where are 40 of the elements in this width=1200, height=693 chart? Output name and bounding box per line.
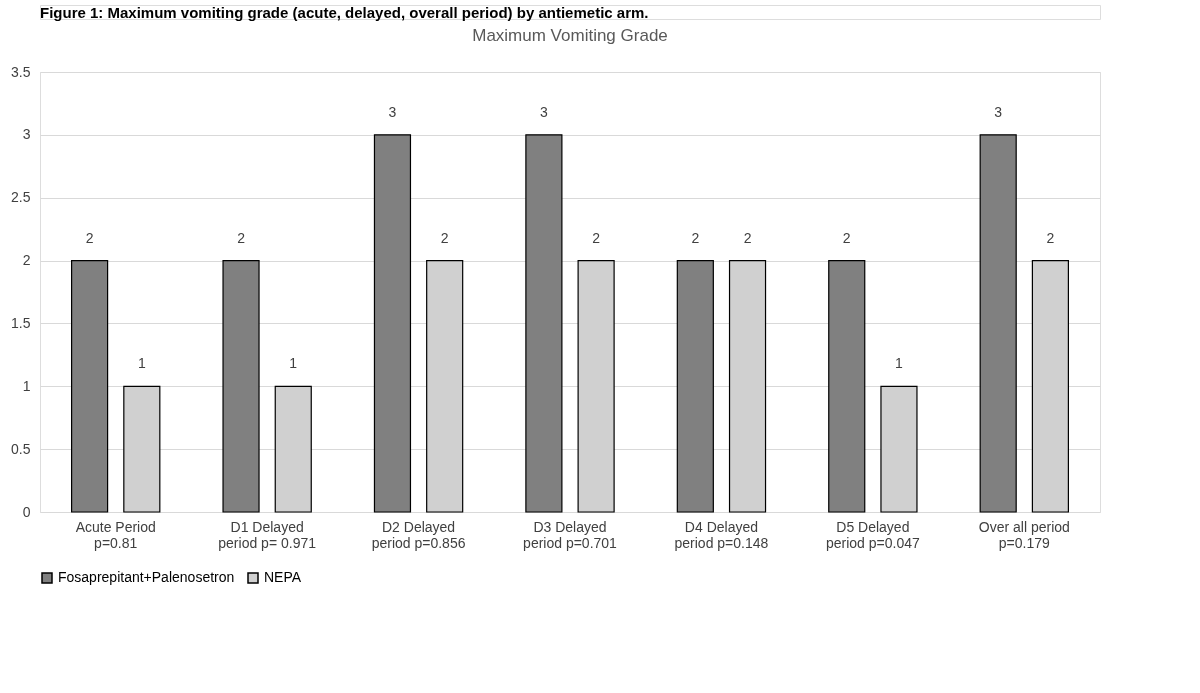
y-tick-label: 0 [22,503,31,520]
x-tick-label: D1 Delayed period p= 0.971 [218,518,317,551]
data-label: 1 [895,355,904,372]
legend-label: Fosaprepitant+Palenosetron [58,569,235,585]
x-tick-label: D5 Delayed period p=0.047 [825,518,920,551]
data-label: 2 [842,229,851,246]
data-label: 2 [440,229,449,246]
bar [222,259,260,513]
x-tick-label: Acute Period p=0.81 [75,518,156,551]
bar [828,259,866,513]
y-tick-label: 0.5 [11,440,31,457]
data-label: 1 [289,355,298,372]
data-label: 2 [691,229,700,246]
y-tick-label: 1.5 [11,314,31,331]
y-tick-label: 3.5 [11,63,31,80]
y-tick-label: 2 [22,252,31,269]
data-label: 2 [1046,229,1055,246]
bar [525,134,563,513]
bar [71,259,109,513]
bar [373,134,412,513]
bar [979,134,1017,513]
data-label: 1 [137,355,146,372]
bar [676,259,714,513]
chart-title: Maximum Vomiting Grade [472,26,668,45]
legend-label: NEPA [264,569,302,585]
y-tick-label: 2.5 [11,189,31,206]
data-label: 3 [539,103,548,120]
x-tick-label: D2 Delayed period p=0.856 [371,518,466,551]
data-label: 2 [592,229,601,246]
x-tick-label: D4 Delayed period p=0.148 [674,518,769,551]
data-label: 2 [85,229,94,246]
x-tick-label: Over all period p=0.179 [978,518,1070,551]
caption: Figure 1: Maximum vomiting grade (acute, delayed, overall period) by antiemetic arm. [40,4,649,21]
x-tick-label: D3 Delayed period p=0.701 [523,518,618,551]
data-label: 2 [743,229,752,246]
data-label: 2 [237,229,246,246]
y-tick-label: 1 [22,377,31,394]
data-label: 3 [994,103,1003,120]
data-label: 3 [388,103,397,120]
y-tick-label: 3 [22,126,31,143]
